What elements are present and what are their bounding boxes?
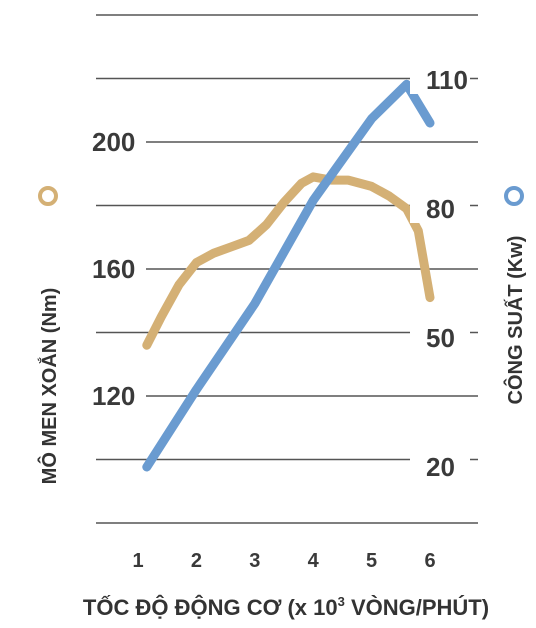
torque-line	[142, 172, 435, 350]
right-tick-label-bg	[410, 195, 470, 223]
gridlines	[96, 14, 478, 524]
left-tick-label: 200	[92, 127, 135, 157]
tick-labels: 200 160 120 110 80 50 20 1 2 3 4 5 6	[90, 65, 470, 572]
left-tick-label-bg	[90, 255, 146, 283]
left-tick-label: 160	[92, 254, 135, 284]
x-axis-title-main: TỐC ĐỘ ĐỘNG CƠ (x 10	[83, 594, 338, 620]
x-tick-label: 4	[308, 550, 320, 572]
right-tick-label-bg	[410, 453, 470, 481]
x-axis-title-tail: VÒNG/PHÚT)	[345, 595, 489, 620]
right-axis-title: CÔNG SUẤT (Kw)	[503, 236, 527, 405]
right-tick-label: 110	[426, 65, 468, 95]
series-lines	[142, 79, 435, 472]
x-tick-label: 2	[191, 550, 202, 572]
right-tick-label: 20	[426, 452, 455, 482]
right-tick-label: 80	[426, 194, 455, 224]
x-tick-label: 5	[366, 550, 377, 572]
x-tick-label: 6	[424, 550, 435, 572]
right-tick-label-bg	[410, 66, 470, 94]
right-legend-marker	[504, 186, 524, 206]
left-tick-label-bg	[90, 382, 146, 410]
right-tick-label-bg	[410, 324, 470, 352]
left-tick-label-bg	[90, 128, 146, 156]
right-tick-label: 50	[426, 323, 455, 353]
left-axis-title: MÔ MEN XOẮN (Nm)	[37, 288, 61, 485]
left-legend-marker	[38, 186, 58, 206]
x-axis-title: TỐC ĐỘ ĐỘNG CƠ (x 103 VÒNG/PHÚT)	[83, 594, 489, 620]
left-tick-label: 120	[92, 381, 135, 411]
power-line	[142, 79, 435, 472]
x-tick-label: 1	[132, 550, 143, 572]
x-tick-label: 3	[249, 550, 260, 572]
x-axis-title-superscript: 3	[338, 594, 345, 609]
